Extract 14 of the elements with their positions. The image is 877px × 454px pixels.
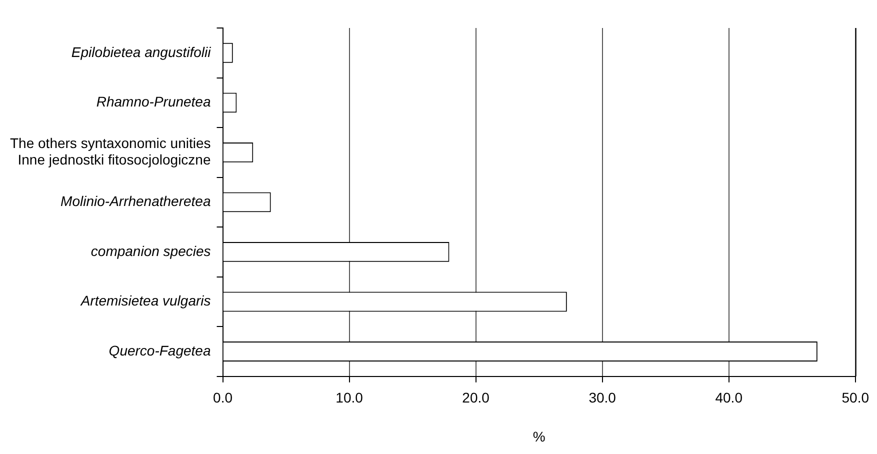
y-tick-label: Epilobietea angustifolii: [71, 44, 212, 60]
x-tick-label: 0.0: [213, 390, 233, 406]
x-axis-title: %: [532, 428, 546, 444]
y-tick-label: Querco-Fagetea: [108, 342, 211, 358]
x-tick-label: 30.0: [588, 390, 616, 406]
y-tick-label: The others syntaxonomic unities Inne jednostki fitosocjologiczne: [10, 134, 211, 168]
y-tick-label: companion species: [90, 242, 211, 259]
y-tick-label: Artemisietea vulgaris: [80, 292, 211, 309]
x-tick-label: 50.0: [842, 390, 870, 406]
x-tick-label: 40.0: [715, 390, 743, 406]
x-tick-label: 10.0: [336, 390, 364, 406]
y-tick-label: Rhamno-Prunetea: [96, 94, 211, 110]
y-tick-label: Molinio-Arrhenatheretea: [60, 193, 211, 210]
x-tick-label: 20.0: [462, 390, 490, 406]
